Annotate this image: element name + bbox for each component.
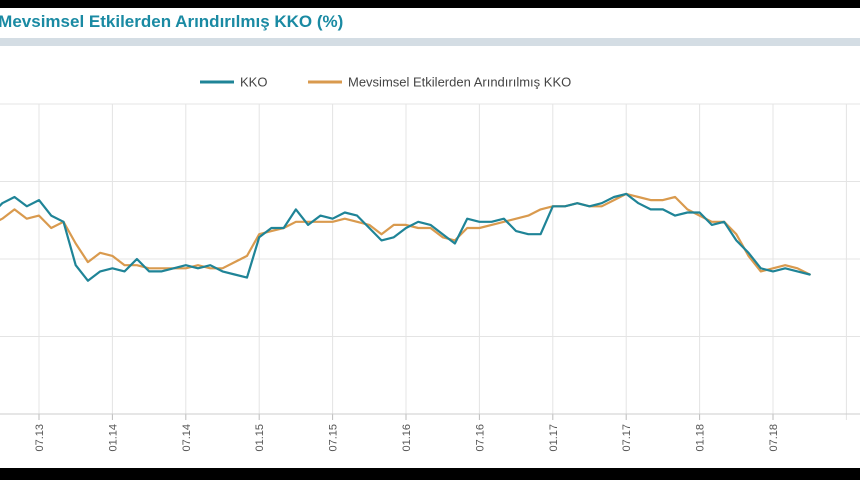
series-line-1	[0, 192, 811, 276]
x-tick-label-5: 01.16	[401, 424, 413, 452]
series-line-0	[0, 192, 811, 282]
x-tick-label-8: 07.17	[621, 424, 633, 452]
x-tick-label-7: 01.17	[548, 424, 560, 452]
x-tick-label-0: 07.13	[34, 424, 46, 452]
title-bar: e Mevsimsel Etkilerden Arındırılmış KKO …	[0, 8, 860, 46]
x-tick-label-9: 01.18	[695, 424, 707, 452]
legend-label-0: KKO	[240, 75, 267, 90]
x-tick-label-1: 01.14	[107, 424, 119, 452]
x-tick-label-10: 07.18	[768, 424, 780, 452]
legend-label-1: Mevsimsel Etkilerden Arındırılmış KKO	[348, 75, 571, 90]
chart-title: e Mevsimsel Etkilerden Arındırılmış KKO …	[0, 12, 344, 31]
x-tick-label-4: 07.15	[328, 424, 340, 452]
x-tick-label-2: 07.14	[181, 424, 193, 452]
chart-frame	[0, 12, 860, 468]
x-tick-label-6: 07.16	[474, 424, 486, 452]
x-tick-label-3: 01.15	[254, 424, 266, 452]
